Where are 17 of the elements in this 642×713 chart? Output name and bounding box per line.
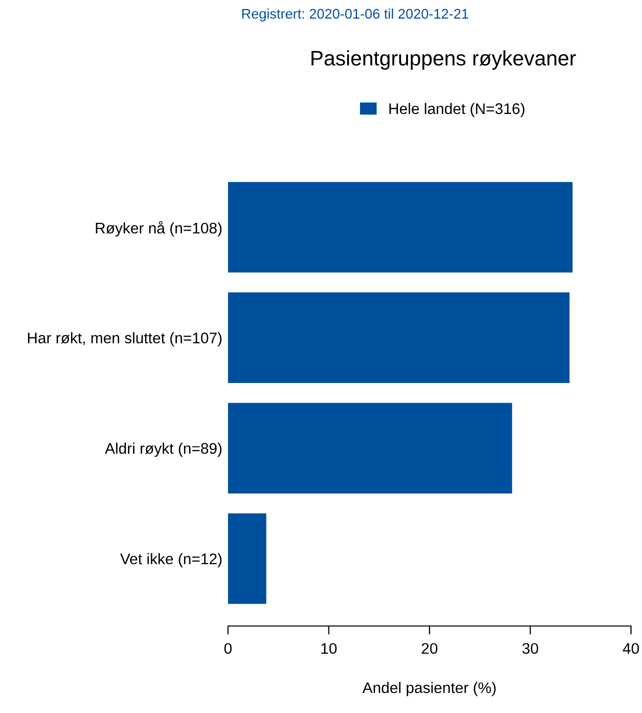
y-tick-label: Har røkt, men sluttet (n=107) [28,332,222,346]
bar [228,182,573,273]
legend-label: Hele landet (N=316) [389,102,524,118]
chart-subtitle: Registrert: 2020-01-06 til 2020-12-21 [242,8,468,22]
x-axis-title: Andel pasienter (%) [362,682,496,696]
x-tick-label: 40 [622,643,639,654]
x-tick-label: 20 [422,643,438,654]
y-tick-label: Aldri røykt (n=89) [104,442,222,457]
bar [228,513,266,604]
y-tick-label: Røyker nå (n=108) [96,221,222,237]
bar [228,402,512,494]
chart-title: Pasientgruppens røykevaner [312,50,576,70]
x-tick-label: 10 [321,643,337,654]
bar [228,292,570,383]
x-tick-label: 30 [522,643,538,654]
x-tick-label: 0 [224,643,232,654]
y-tick-label: Vet ikke (n=12) [120,553,222,568]
